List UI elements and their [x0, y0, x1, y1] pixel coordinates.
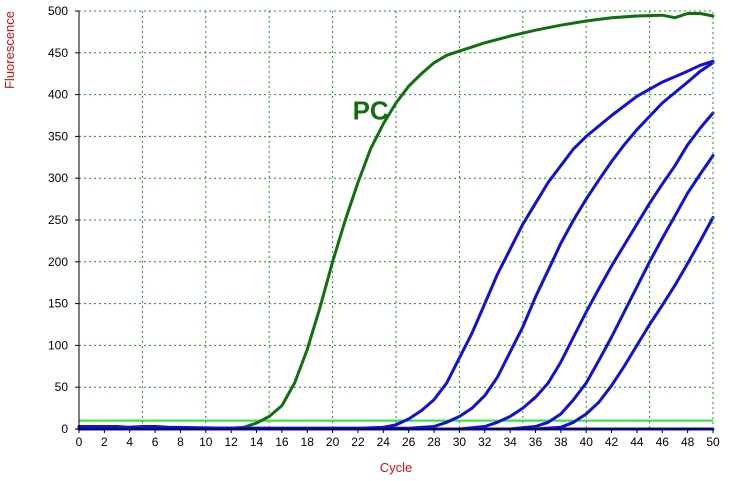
x-tick-label: 24 [377, 435, 391, 449]
x-tick-label: 42 [605, 435, 619, 449]
y-tick-label: 450 [48, 46, 68, 60]
y-tick-label: 0 [61, 422, 68, 436]
y-axis-ticks: 0 50 100 150 200 250 300 350 400 450 500 [48, 4, 79, 436]
x-axis-label: Cycle [380, 460, 413, 475]
x-tick-label: 0 [76, 435, 83, 449]
x-tick-label: 40 [580, 435, 594, 449]
x-tick-label: 8 [177, 435, 184, 449]
x-tick-label: 22 [351, 435, 365, 449]
pc-annotation: PC [353, 96, 389, 126]
x-tick-label: 48 [681, 435, 695, 449]
x-tick-label: 34 [503, 435, 517, 449]
series-line-5 [77, 216, 715, 431]
y-tick-label: 350 [48, 129, 68, 143]
x-tick-label: 50 [706, 435, 720, 449]
y-tick-label: 500 [48, 4, 68, 18]
x-tick-label: 28 [427, 435, 441, 449]
y-tick-label: 250 [48, 213, 68, 227]
grid [79, 11, 713, 429]
x-tick-label: 18 [301, 435, 315, 449]
series-line-2 [77, 61, 715, 430]
x-tick-label: 12 [224, 435, 238, 449]
x-tick-label: 46 [656, 435, 670, 449]
y-axis-label: Fluorescence [2, 11, 17, 89]
x-tick-label: 26 [402, 435, 416, 449]
series-line-4 [77, 154, 715, 431]
x-tick-label: 44 [630, 435, 644, 449]
x-tick-label: 2 [101, 435, 108, 449]
x-tick-label: 30 [453, 435, 467, 449]
y-tick-label: 100 [48, 338, 68, 352]
x-tick-label: 16 [275, 435, 289, 449]
x-tick-label: 4 [126, 435, 133, 449]
x-axis-ticks: 0 2 4 6 8 10 12 14 16 18 20 22 24 26 28 30 32 34 36 38 40 42 4… [76, 429, 720, 449]
y-tick-label: 50 [55, 380, 69, 394]
x-tick-label: 6 [152, 435, 159, 449]
y-tick-label: 200 [48, 255, 68, 269]
x-tick-label: 10 [199, 435, 213, 449]
x-tick-label: 32 [478, 435, 492, 449]
x-tick-label: 38 [554, 435, 568, 449]
y-tick-label: 300 [48, 171, 68, 185]
x-tick-label: 14 [250, 435, 264, 449]
series-line-pc [77, 12, 715, 430]
y-tick-label: 400 [48, 88, 68, 102]
series-line-1 [77, 59, 715, 430]
x-tick-label: 36 [529, 435, 543, 449]
x-tick-label: 20 [326, 435, 340, 449]
series-line-3 [77, 111, 715, 431]
y-tick-label: 150 [48, 297, 68, 311]
